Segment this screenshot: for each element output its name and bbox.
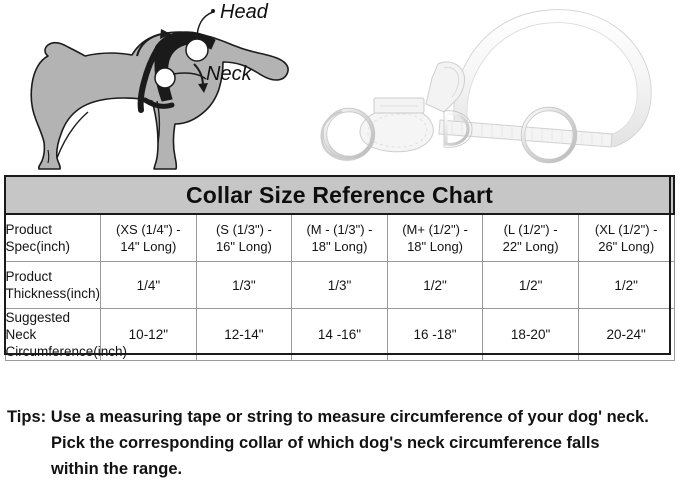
head-measure-marker bbox=[185, 38, 209, 62]
dog-paw-detail bbox=[47, 149, 50, 164]
collar-o-ring-outline bbox=[520, 106, 578, 164]
cell-thickness-xs: 1/4" bbox=[100, 261, 197, 309]
neck-label: Neck bbox=[206, 63, 253, 85]
cell-circumference-m: 14 -16" bbox=[291, 308, 388, 361]
neck-rotation-arrow-left bbox=[136, 33, 163, 57]
cell-spec-mplus-line1: (M+ (1/2") - bbox=[402, 222, 468, 237]
cell-thickness-xl: 1/2" bbox=[577, 261, 675, 309]
cell-spec-m-line1: (M - (1/3") - bbox=[306, 222, 373, 237]
collar-split-ring bbox=[323, 108, 375, 160]
neck-rotation-arrowhead-right bbox=[198, 83, 208, 93]
collar-rope-loop-outline bbox=[453, 9, 652, 148]
collar-brand-tab bbox=[373, 97, 425, 114]
cell-thickness-m: 1/3" bbox=[291, 261, 388, 309]
row-label-product-spec: Product Spec(inch) bbox=[4, 213, 102, 262]
cell-circumference-xs: 10-12" bbox=[100, 308, 197, 361]
collar-rope-loop-inner-outline bbox=[466, 22, 638, 136]
dog-girth-strap bbox=[142, 97, 175, 109]
cell-circumference-s: 12-14" bbox=[195, 308, 293, 361]
tips-line-2: Pick the corresponding collar of which d… bbox=[51, 434, 600, 452]
cell-spec-mplus: (M+ (1/2") - 18" Long) bbox=[386, 213, 484, 262]
illustration-strip: Head Neck bbox=[0, 0, 679, 172]
neck-leader-line bbox=[172, 72, 207, 80]
cell-spec-l-line2: 22" Long) bbox=[502, 239, 559, 254]
head-leader-dot bbox=[211, 9, 215, 13]
dog-hind-leg-line bbox=[56, 111, 89, 159]
cell-spec-xs-line2: 14" Long) bbox=[120, 239, 177, 254]
tips-block: Tips: Use a measuring tape or string to … bbox=[7, 404, 675, 482]
cell-spec-s-line1: (S (1/3") - bbox=[215, 222, 272, 237]
cell-circumference-xl: 20-24" bbox=[577, 308, 675, 361]
cell-spec-m-line2: 18" Long) bbox=[311, 239, 368, 254]
collar-d-ring bbox=[444, 112, 470, 146]
tips-line-1: Tips: Use a measuring tape or string to … bbox=[7, 408, 649, 426]
cell-spec-xl: (XL (1/2") - 26" Long) bbox=[577, 213, 675, 262]
cell-spec-s-line2: 16" Long) bbox=[215, 239, 272, 254]
collar-split-ring-second-coil bbox=[320, 109, 355, 161]
cell-circumference-mplus: 16 -18" bbox=[386, 308, 484, 361]
cell-spec-mplus-line2: 18" Long) bbox=[407, 239, 463, 254]
row-label-product-thickness: Product Thickness(inch) bbox=[4, 261, 102, 309]
cell-spec-l: (L (1/2") - 22" Long) bbox=[482, 213, 579, 262]
collar-o-ring-inner-outline bbox=[524, 110, 574, 160]
cell-spec-xl-line1: (XL (1/2") - bbox=[594, 222, 658, 237]
cell-thickness-l: 1/2" bbox=[482, 261, 579, 309]
cell-spec-m: (M - (1/3") - 18" Long) bbox=[291, 213, 388, 262]
cell-spec-xs: (XS (1/4") - 14" Long) bbox=[100, 213, 197, 262]
collar-rope-loop bbox=[453, 9, 651, 148]
collar-slider-keeper bbox=[425, 61, 466, 113]
cell-spec-s: (S (1/3") - 16" Long) bbox=[195, 213, 293, 262]
neck-measure-marker bbox=[154, 67, 176, 89]
dog-chest-strap bbox=[137, 45, 161, 113]
white-rope-slip-collar-photo bbox=[320, 9, 652, 164]
collar-d-ring-outline bbox=[443, 110, 473, 148]
collar-leather-patch-stitching bbox=[367, 113, 428, 148]
cell-circumference-l: 18-20" bbox=[482, 308, 579, 361]
collar-o-ring bbox=[521, 107, 577, 163]
cell-spec-l-line1: (L (1/2") - bbox=[503, 222, 558, 237]
collar-size-reference-table: Collar Size Reference Chart Product Spec… bbox=[4, 175, 675, 361]
collar-slider-shadow bbox=[443, 66, 460, 98]
cell-thickness-s: 1/3" bbox=[195, 261, 293, 309]
table-row: Product Thickness(inch) 1/4" 1/3" 1/3" 1… bbox=[4, 261, 675, 309]
row-label-neck-circumference: Suggested Neck Circumference(inch) bbox=[4, 308, 128, 361]
cell-spec-xs-line1: (XS (1/4") - bbox=[116, 222, 181, 237]
page-title: Collar Size Reference Chart bbox=[185, 181, 494, 208]
collar-split-ring-inner-outline bbox=[326, 111, 372, 157]
head-leader-line bbox=[196, 11, 214, 40]
table-row: Product Spec(inch) (XS (1/4") - 14" Long… bbox=[4, 213, 675, 262]
table-title-cell: Collar Size Reference Chart bbox=[4, 175, 675, 215]
tips-line-3: within the range. bbox=[51, 460, 183, 478]
neck-rotation-arrowhead-left bbox=[160, 29, 171, 39]
cell-thickness-mplus: 1/2" bbox=[386, 261, 484, 309]
head-label: Head bbox=[220, 1, 269, 23]
table-title-row: Collar Size Reference Chart bbox=[4, 175, 675, 215]
table-row: Suggested Neck Circumference(inch) 10-12… bbox=[4, 308, 675, 361]
dog-wearing-collar-diagram: Head Neck bbox=[30, 1, 289, 170]
cell-spec-xl-line2: 26" Long) bbox=[598, 239, 655, 254]
